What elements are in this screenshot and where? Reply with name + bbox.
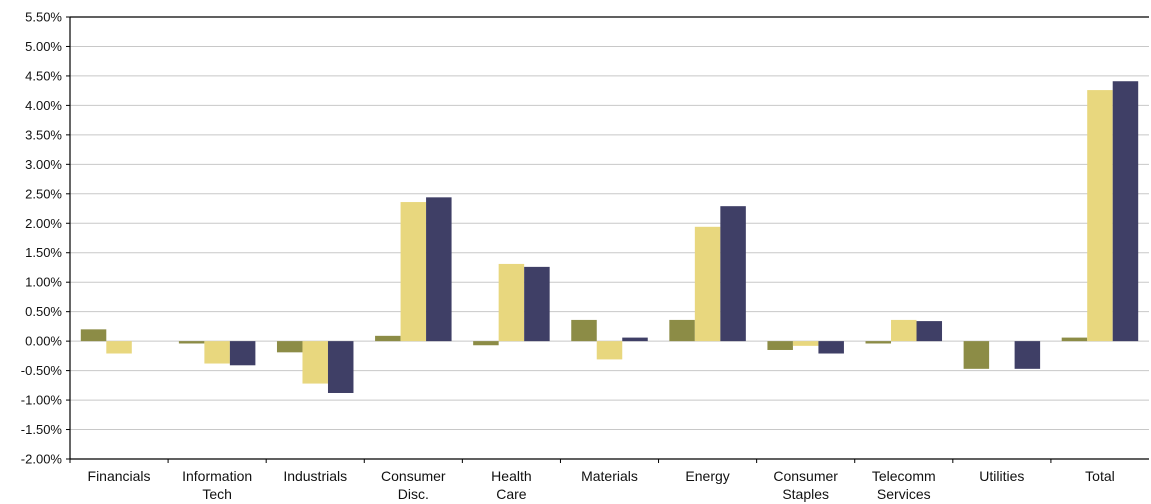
bar xyxy=(818,341,844,354)
bar xyxy=(498,263,525,342)
axes xyxy=(66,16,1149,463)
bar xyxy=(622,337,648,342)
bar xyxy=(865,341,892,344)
x-tick-label: Telecomm Services xyxy=(872,468,936,502)
x-tick-label: Information Tech xyxy=(182,468,252,502)
bar xyxy=(276,341,303,353)
x-tick-label: Health Care xyxy=(491,468,531,502)
x-tick-label: Total xyxy=(1085,468,1115,484)
y-tick-label: 2.00% xyxy=(25,216,62,231)
bar xyxy=(229,341,256,366)
bar xyxy=(473,341,499,346)
y-tick-label: 2.50% xyxy=(25,186,62,201)
bar xyxy=(1061,337,1088,342)
bar xyxy=(1112,81,1139,342)
x-tick-label: Energy xyxy=(685,468,729,484)
bar xyxy=(524,266,550,342)
bar xyxy=(375,335,401,342)
y-tick-labels: -2.00% -1.50% -1.00% -0.50% 0.00% 0.50% 1.00% 1… xyxy=(21,10,63,467)
y-tick-label: -2.00% xyxy=(21,452,63,467)
bar xyxy=(1087,90,1113,342)
x-tick-label: Consumer Disc. xyxy=(381,468,446,502)
bar xyxy=(669,319,695,342)
bar xyxy=(767,341,793,350)
bar xyxy=(178,341,205,344)
y-tick-label: 0.50% xyxy=(25,304,62,319)
x-tick-label: Materials xyxy=(581,468,638,484)
y-tick-label: 3.00% xyxy=(25,157,62,172)
y-tick-label: -0.50% xyxy=(21,363,63,378)
bar xyxy=(596,341,623,360)
bar xyxy=(80,329,107,342)
y-tick-label: 0.00% xyxy=(25,334,62,349)
bar xyxy=(106,341,132,354)
bar xyxy=(916,321,943,342)
y-tick-label: 4.50% xyxy=(25,68,62,83)
x-tick-label: Industrials xyxy=(283,468,347,484)
y-tick-label: -1.00% xyxy=(21,393,63,408)
bar xyxy=(327,341,354,393)
bar xyxy=(426,197,452,342)
bar xyxy=(302,341,328,384)
bar xyxy=(891,319,917,342)
bar xyxy=(694,226,721,342)
x-tick-label: Consumer Staples xyxy=(773,468,838,502)
y-tick-label: 1.50% xyxy=(25,245,62,260)
bar xyxy=(792,341,819,346)
y-tick-label: -1.50% xyxy=(21,422,63,437)
y-tick-label: 5.00% xyxy=(25,39,62,54)
bar xyxy=(571,319,597,342)
y-tick-label: 1.00% xyxy=(25,275,62,290)
bar xyxy=(963,341,990,369)
x-tick-labels: Financials Information Tech Industrials Cons… xyxy=(88,468,1115,502)
bar xyxy=(204,341,230,364)
y-tick-label: 5.50% xyxy=(25,10,62,25)
gridlines xyxy=(70,16,1149,460)
y-tick-label: 3.50% xyxy=(25,127,62,142)
bar xyxy=(720,206,746,342)
bar xyxy=(400,202,427,342)
x-tick-label: Utilities xyxy=(979,468,1024,484)
y-tick-label: 4.00% xyxy=(25,98,62,113)
bar xyxy=(1014,341,1041,369)
x-tick-label: Financials xyxy=(88,468,151,484)
bars xyxy=(80,81,1139,393)
